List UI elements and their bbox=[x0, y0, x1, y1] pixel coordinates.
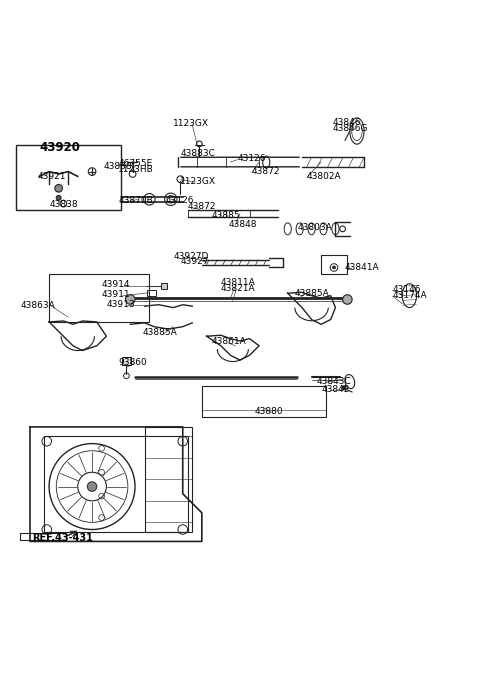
Text: 43911: 43911 bbox=[102, 291, 130, 299]
Text: 43838: 43838 bbox=[104, 162, 132, 171]
Text: 1123HB: 1123HB bbox=[118, 164, 154, 174]
Bar bbox=[44, 436, 188, 532]
Text: 43841A: 43841A bbox=[345, 263, 380, 271]
Text: 43927D: 43927D bbox=[173, 252, 209, 261]
Text: 43848: 43848 bbox=[228, 220, 257, 228]
Text: 1123GX: 1123GX bbox=[180, 177, 216, 186]
Bar bbox=[121, 357, 131, 365]
Text: 43821A: 43821A bbox=[221, 284, 255, 293]
Bar bbox=[144, 427, 192, 532]
Text: 1123GX: 1123GX bbox=[173, 119, 209, 128]
Text: 43885: 43885 bbox=[211, 211, 240, 220]
Text: 43914: 43914 bbox=[102, 280, 130, 289]
Text: 43146: 43146 bbox=[393, 285, 421, 294]
Text: 43174A: 43174A bbox=[393, 291, 427, 299]
Text: 43811A: 43811A bbox=[221, 278, 256, 287]
Text: 43846G: 43846G bbox=[333, 123, 369, 133]
Circle shape bbox=[56, 196, 61, 201]
Text: 43843C: 43843C bbox=[316, 377, 351, 386]
Text: 43863A: 43863A bbox=[21, 301, 55, 310]
Text: 43861A: 43861A bbox=[211, 338, 246, 346]
Bar bbox=[21, 533, 66, 540]
Bar bbox=[202, 386, 326, 417]
Text: 43846: 43846 bbox=[333, 118, 361, 127]
Text: 43885A: 43885A bbox=[295, 288, 330, 298]
Circle shape bbox=[55, 184, 62, 192]
Circle shape bbox=[342, 386, 346, 389]
Text: 46755E: 46755E bbox=[118, 159, 153, 168]
Text: 43802A: 43802A bbox=[307, 172, 341, 181]
Bar bbox=[147, 290, 156, 296]
Text: REF.43-431: REF.43-431 bbox=[33, 533, 93, 543]
Text: 43872: 43872 bbox=[188, 202, 216, 211]
Circle shape bbox=[343, 295, 352, 304]
Text: 43880: 43880 bbox=[254, 407, 283, 416]
Text: 43803A: 43803A bbox=[297, 223, 332, 232]
Bar bbox=[161, 283, 167, 288]
Text: 43872: 43872 bbox=[252, 167, 280, 176]
Text: 43921: 43921 bbox=[37, 172, 66, 181]
Bar bbox=[16, 145, 120, 210]
Text: 43883C: 43883C bbox=[180, 149, 215, 158]
Text: 43927: 43927 bbox=[180, 257, 209, 266]
Text: 43870B: 43870B bbox=[118, 196, 153, 205]
Circle shape bbox=[333, 266, 336, 269]
Text: 43920: 43920 bbox=[39, 141, 81, 154]
Text: 43913: 43913 bbox=[107, 300, 135, 309]
Text: 43126: 43126 bbox=[166, 196, 194, 205]
Bar bbox=[321, 255, 348, 274]
Text: 43842: 43842 bbox=[321, 385, 349, 394]
Bar bbox=[49, 274, 149, 322]
Text: 43838: 43838 bbox=[49, 201, 78, 209]
Text: 43885A: 43885A bbox=[142, 329, 177, 338]
Circle shape bbox=[125, 295, 135, 304]
Circle shape bbox=[87, 481, 97, 491]
Text: 43126: 43126 bbox=[238, 154, 266, 163]
Text: 93860: 93860 bbox=[118, 358, 147, 367]
